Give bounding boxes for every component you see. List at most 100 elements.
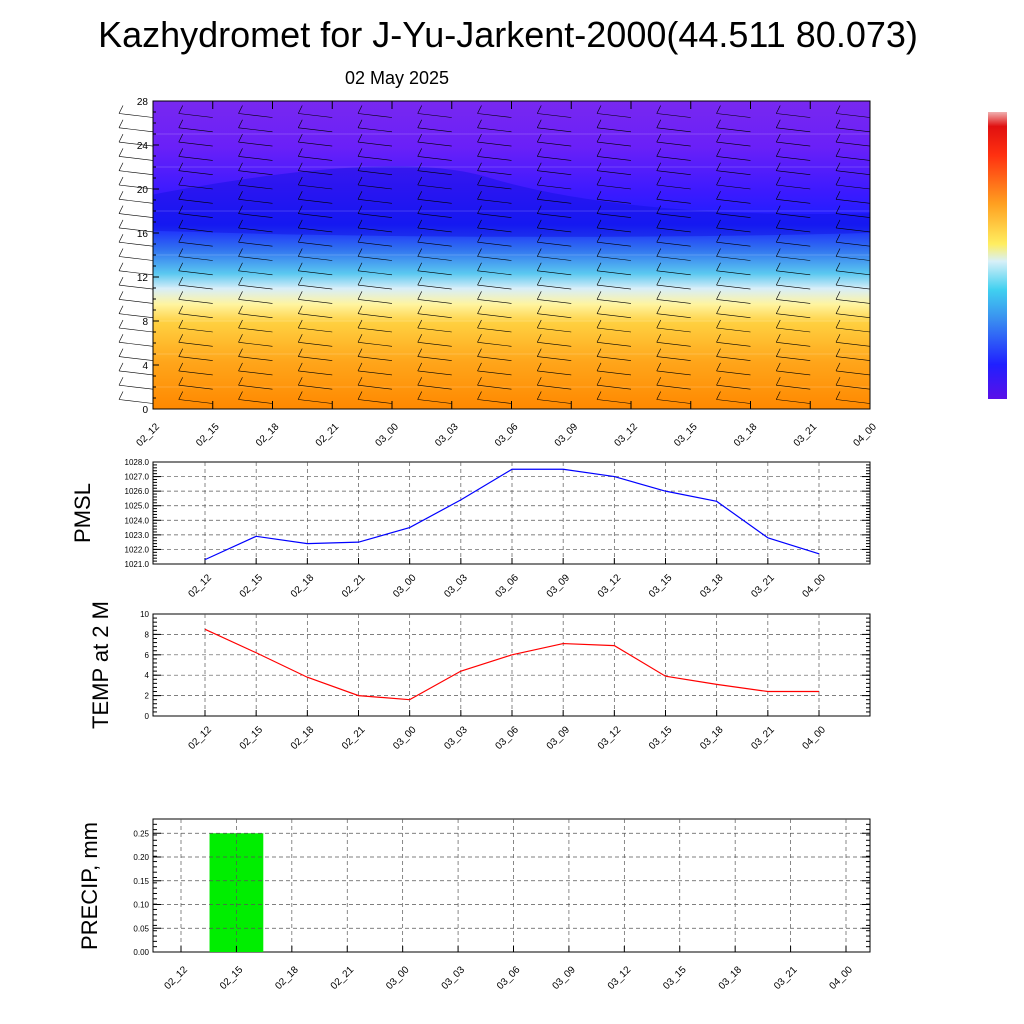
wind-barb-flag [297,377,303,386]
wind-barb-flag [835,234,841,243]
wind-barb-flag [238,305,243,314]
wind-barb [835,384,871,390]
wind-barb [357,327,393,333]
wind-barb-flag [775,162,781,171]
wind-barb-flag [178,377,184,386]
wind-barb-flag [297,391,303,400]
wind-barb [656,141,691,147]
wind-barb [656,299,691,304]
wind-barb [178,327,213,333]
wind-barb-flag [775,291,781,300]
wind-barb-flag [178,262,184,271]
wind-barb-flag [417,276,423,286]
pmsl-series-line [204,468,820,561]
pmsl-grid [153,462,870,564]
y-tick-label: 0 [142,405,148,416]
wind-barb [537,370,572,376]
wind-barb-flag [118,262,124,271]
wind-barb-flag [775,205,781,214]
wind-barb [118,270,154,276]
wind-barb [716,284,751,290]
wind-barb [716,241,751,247]
x-tick-label: 02_12 [187,724,215,752]
wind-barb-flag [656,377,662,386]
wind-barb-flag [536,219,542,229]
y-tick-label: 28 [137,97,149,108]
wind-barb [776,356,811,361]
wind-barb-flag [656,176,662,186]
wind-barb [835,284,871,290]
wind-barb [596,170,632,175]
x-tick-label: 03_00 [391,572,419,600]
x-tick-label: 03_15 [661,964,689,992]
wind-barb-flag [297,205,303,214]
wind-barb-flag [238,362,243,372]
wind-barb-flag [118,133,124,143]
wind-barb [417,270,452,276]
x-tick-label: 03_03 [440,964,468,992]
wind-barb [477,170,512,175]
wind-barb-flag [357,219,363,229]
x-tick-label: 03_06 [495,964,523,992]
y-tick-label: 1022.0 [125,545,150,554]
wind-barb [656,256,691,261]
wind-barb-flag [536,305,542,314]
wind-barb [298,127,333,133]
wind-barb-flag [238,319,243,329]
wind-barb-flag [238,119,243,128]
wind-barb-flag [417,334,423,343]
wind-barb-flag [118,334,124,343]
wind-barb [417,156,452,161]
wind-barb [537,241,572,247]
wind-barb [118,342,154,347]
wind-barb-flag [477,176,482,186]
wind-barb-flag [477,219,482,229]
y-tick-label: 10 [140,610,149,619]
wind-barb [596,256,632,261]
wind-barbs [118,105,871,404]
wind-barb-flag [536,348,542,357]
wind-barb-flag [656,248,662,257]
wind-barb-flag [118,276,124,286]
wind-barb-flag [775,377,781,386]
wind-barb-flag [417,234,423,243]
x-tick-label: 03_03 [442,724,470,752]
wind-barb [118,213,154,218]
wind-barb-flag [178,276,184,286]
wind-barb-flag [238,162,243,171]
wind-barb-flag [477,162,482,171]
wind-barb-flag [417,348,423,357]
wind-barb-flag [835,205,841,214]
wind-barb [417,356,452,361]
wind-barb-flag [357,105,363,114]
wind-barb [656,313,691,318]
wind-barb-flag [297,219,303,229]
wind-barb [596,113,632,118]
wind-barb [357,384,393,390]
wind-barb [178,284,213,290]
wind-barb [357,399,393,404]
wind-barb [596,284,632,290]
wind-barb [656,284,691,290]
pmsl-panel: 1021.0 1022.0 1023.0 1024.0 1025.0 1026.0 1027… [70,458,871,600]
wind-barb-flag [118,391,124,400]
wind-barb-flag [118,205,124,214]
wind-barb [716,184,751,190]
wind-barb-flag [477,262,482,271]
wind-barb-flag [118,119,124,128]
y-tick-label: 1026.0 [125,487,150,496]
x-tick-label: 03_06 [493,421,521,449]
wind-barb-flag [297,176,303,186]
wind-barb [298,256,333,261]
wind-barb-flag [178,334,184,343]
wind-barb [178,227,213,233]
wind-barb [298,156,333,161]
wind-barb-flag [178,191,184,200]
wind-barb [178,156,213,161]
wind-barb [776,213,811,218]
wind-barb [238,256,273,261]
wind-barb [537,213,572,218]
cross-section-panel: 0 4 8 12 16 20 24 28 02_12 02_15 02_18 02_21 03_00 03… [118,97,879,449]
wind-barb-flag [716,334,721,343]
wind-barb [357,184,393,190]
